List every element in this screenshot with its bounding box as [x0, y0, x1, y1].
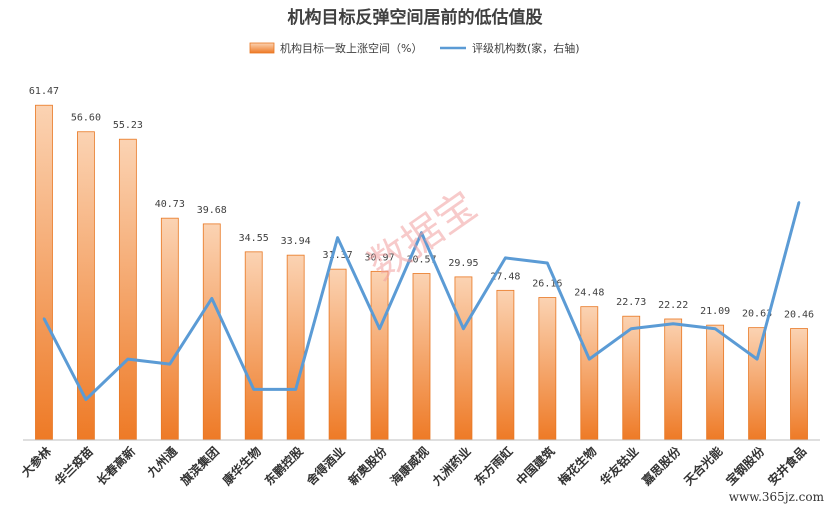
bar-7: [328, 268, 347, 441]
bar-10: [454, 276, 473, 441]
value-label-8: 30.97: [364, 252, 394, 263]
bar-15: [664, 318, 683, 441]
category-label-8: 新奥股份: [345, 443, 390, 488]
bar-11: [496, 289, 515, 441]
bar-4: [202, 223, 221, 441]
legend-bar-swatch: [249, 42, 275, 54]
value-label-18: 20.46: [784, 310, 814, 321]
category-label-0: 大参林: [18, 444, 54, 480]
category-label-12: 中国建筑: [513, 444, 558, 489]
bar-17: [748, 327, 766, 441]
line-point-5: [252, 388, 255, 391]
legend-line-label: 评级机构数(家，右轴): [472, 41, 580, 55]
category-label-15: 嘉思股份: [638, 443, 684, 489]
category-label-5: 康华生物: [219, 444, 264, 489]
value-label-12: 26.16: [532, 279, 562, 290]
line-point-11: [504, 256, 507, 260]
category-label-10: 九洲药业: [428, 444, 473, 489]
category-label-17: 宝钢股份: [723, 443, 768, 488]
category-label-14: 华友钴业: [597, 444, 642, 489]
category-label-16: 天合光能: [681, 444, 726, 489]
line-point-2: [126, 357, 130, 361]
category-label-3: 九州通: [143, 444, 180, 481]
category-label-7: 舍得酒业: [303, 444, 348, 489]
value-label-16: 21.09: [700, 306, 730, 317]
bar-3: [160, 217, 179, 441]
bar-6: [286, 254, 305, 441]
line-point-4: [210, 297, 213, 300]
bar-0: [35, 104, 53, 441]
line-point-12: [546, 261, 549, 265]
category-label-13: 梅花生物: [555, 444, 600, 489]
category-label-1: 华兰疫苗: [51, 444, 96, 489]
line-point-0: [42, 317, 46, 320]
value-label-10: 29.95: [448, 258, 478, 269]
line-point-14: [630, 327, 633, 330]
category-label-6: 东鹏控股: [261, 443, 306, 488]
bar-16: [706, 324, 725, 441]
value-label-17: 20.63: [742, 309, 772, 320]
line-point-13: [588, 357, 591, 361]
legend: 机构目标一致上涨空间（%） 评级机构数(家，右轴): [249, 41, 580, 55]
site-mark: www.365jz.com: [729, 490, 825, 504]
value-label-6: 33.94: [281, 236, 311, 247]
line-point-17: [755, 357, 759, 361]
bar-5: [244, 251, 263, 441]
value-label-4: 39.68: [197, 205, 227, 216]
bar-13: [580, 306, 599, 441]
line-point-6: [294, 388, 297, 391]
value-label-3: 40.73: [155, 199, 185, 210]
category-label-9: 海康威视: [387, 444, 432, 489]
line-point-9: [420, 231, 423, 234]
category-label-11: 东方雨虹: [471, 444, 516, 489]
bar-12: [538, 297, 557, 441]
bar-8: [370, 270, 389, 441]
line-series: [42, 201, 801, 401]
category-label-2: 长春高新: [93, 444, 138, 489]
value-label-2: 55.23: [113, 120, 143, 131]
value-label-7: 31.37: [323, 250, 353, 261]
category-label-4: 旗滨集团: [177, 444, 222, 489]
value-label-9: 30.57: [406, 255, 436, 266]
bar-18: [790, 328, 808, 441]
line-point-18: [797, 201, 801, 204]
value-label-14: 22.73: [616, 297, 646, 308]
value-label-0: 61.47: [29, 86, 59, 97]
value-label-5: 34.55: [239, 233, 269, 244]
value-labels: 61.47 56.60 55.23 40.73 39.68 34.55 33.94 31.37…: [29, 86, 814, 320]
line-point-8: [378, 327, 381, 330]
category-label-18: 安井食品: [765, 444, 810, 489]
value-label-15: 22.22: [658, 300, 688, 311]
value-label-1: 56.60: [71, 113, 101, 124]
legend-bar-label: 机构目标一致上涨空间（%）: [280, 41, 422, 55]
bar-series: [35, 104, 808, 441]
value-label-11: 27.48: [490, 271, 520, 282]
line-point-10: [462, 327, 465, 330]
line-point-1: [84, 398, 88, 401]
line-point-15: [671, 322, 675, 325]
chart-title: 机构目标反弹空间居前的低估值股: [288, 7, 543, 28]
line-point-7: [336, 236, 339, 239]
line-point-3: [168, 362, 172, 366]
value-label-13: 24.48: [574, 288, 604, 299]
bar-9: [412, 273, 431, 441]
line-point-16: [713, 327, 717, 330]
bar-2: [118, 138, 137, 441]
